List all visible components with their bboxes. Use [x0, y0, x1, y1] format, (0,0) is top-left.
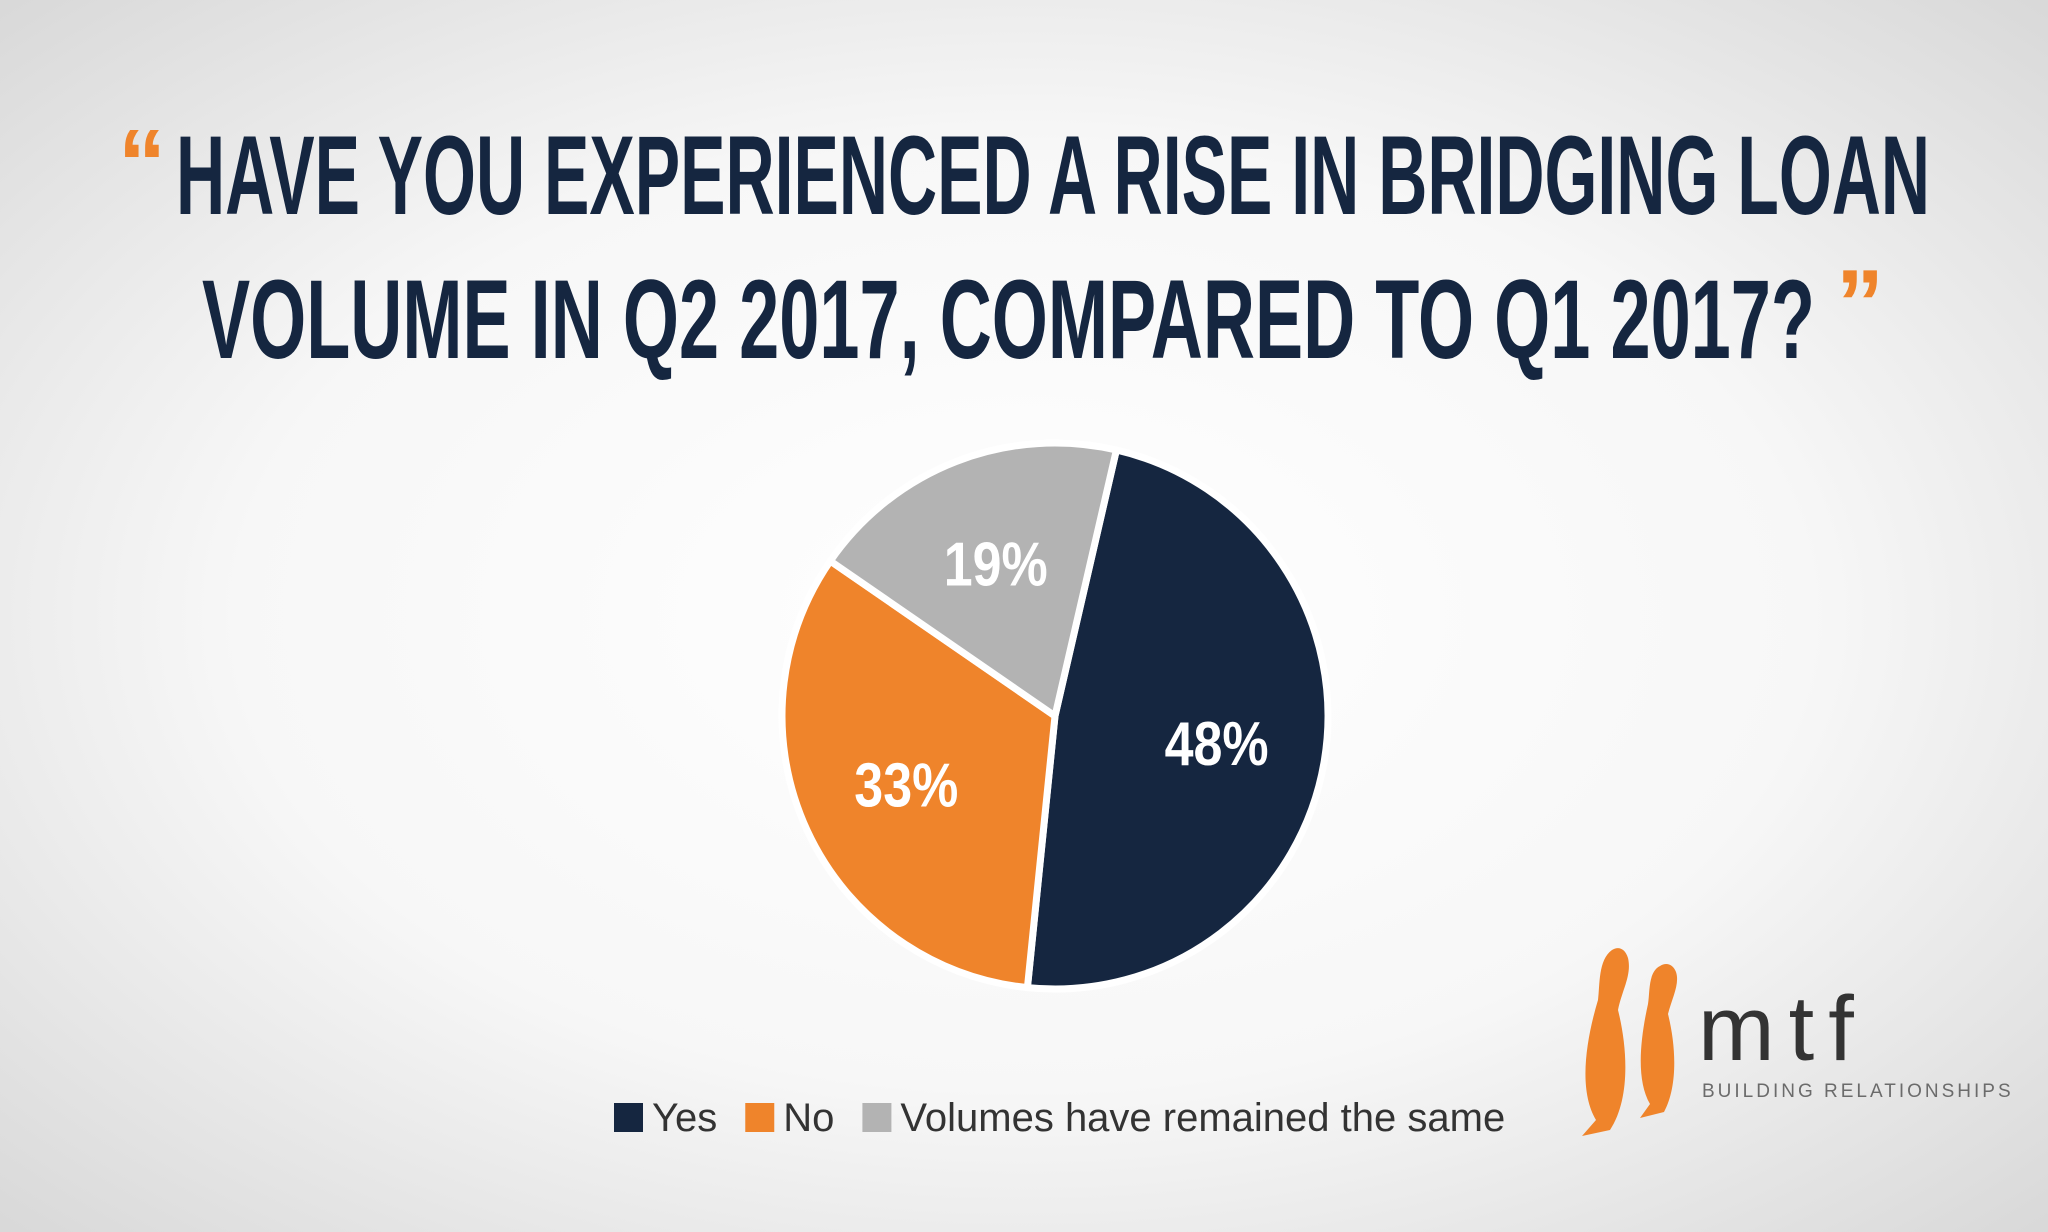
penguin-icon — [1582, 948, 1629, 1136]
logo: mtf BUILDING RELATIONSHIPS — [1582, 948, 2014, 1136]
legend-swatch — [745, 1103, 775, 1132]
chart-title-line: HAVE YOU EXPERIENCED A RISE IN BRIDGING … — [176, 113, 1930, 238]
legend-label: No — [783, 1096, 834, 1140]
logo-tagline: BUILDING RELATIONSHIPS — [1702, 1081, 2014, 1102]
legend-label: Yes — [652, 1096, 717, 1140]
value-label: 19% — [944, 530, 1048, 599]
legend-swatch — [614, 1103, 643, 1132]
legend-swatch — [862, 1103, 892, 1132]
pie-slice — [778, 557, 1059, 992]
pie-slice — [826, 439, 1120, 720]
open-quote: “ — [118, 110, 166, 217]
pie-slice — [1023, 446, 1332, 993]
chart-title-line: VOLUME IN Q2 2017, COMPARED TO Q1 2017? — [202, 257, 1815, 382]
penguin-icon — [1640, 964, 1678, 1118]
value-label: 48% — [1165, 710, 1269, 779]
legend-label: Volumes have remained the same — [900, 1096, 1505, 1140]
close-quote: ” — [1836, 250, 1884, 357]
value-label: 33% — [854, 752, 958, 821]
logo-name: mtf — [1698, 978, 1868, 1080]
